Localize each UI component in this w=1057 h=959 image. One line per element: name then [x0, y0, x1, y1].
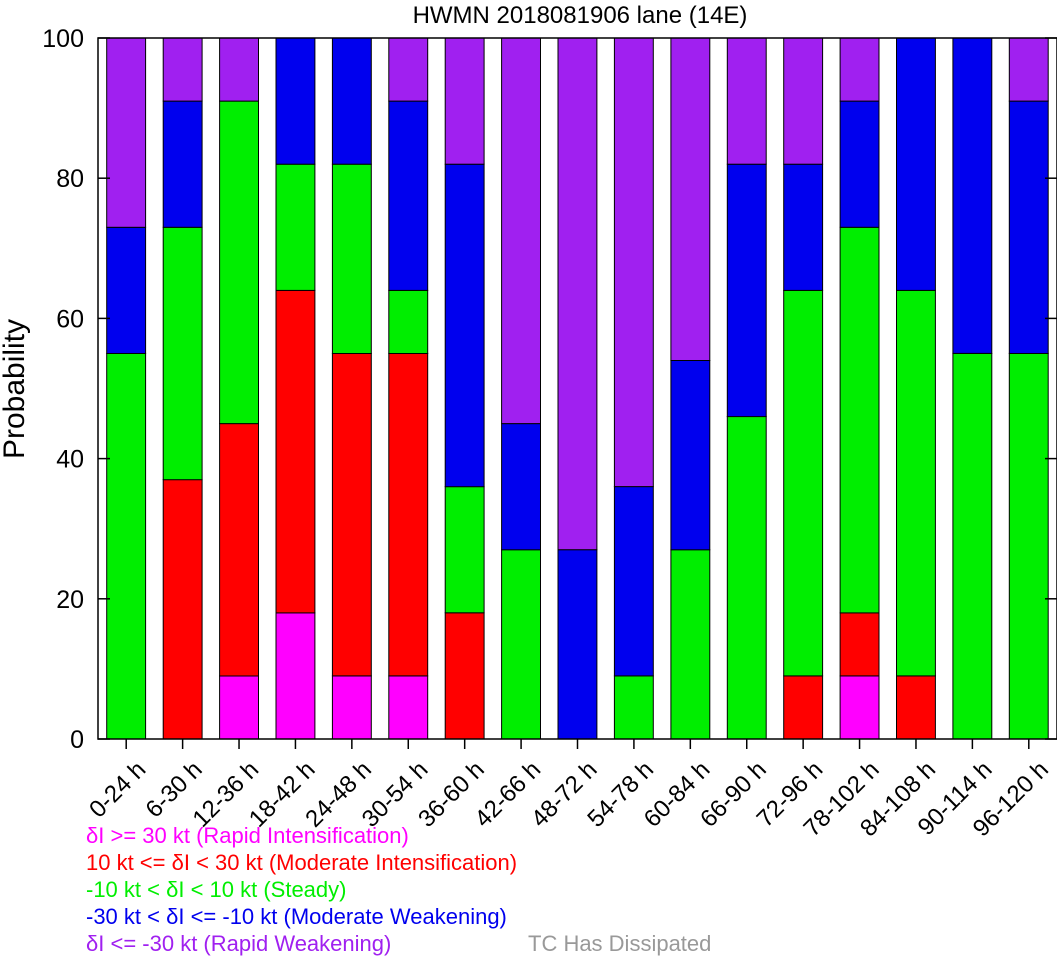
bar-segment-14-1	[896, 675, 936, 740]
bar-segment-5-0	[388, 675, 429, 740]
bar-segment-16-3	[1008, 100, 1049, 354]
bar-segment-3-2	[275, 163, 316, 291]
bar-segment-5-3	[388, 100, 429, 291]
bar-segment-2-1	[219, 423, 260, 677]
legend-rapid-intensification: δI >= 30 kt (Rapid Intensification)	[86, 823, 409, 848]
bar-segment-11-3	[726, 163, 767, 418]
bar-segment-3-1	[275, 289, 316, 614]
y-tick-label-5: 100	[42, 25, 84, 53]
bar-segment-6-3	[444, 163, 485, 488]
bar-segment-8-3	[557, 549, 598, 740]
bar-segment-2-2	[219, 100, 260, 425]
bar-segment-13-3	[839, 100, 880, 228]
bar-segment-4-3	[331, 37, 372, 165]
bar-segment-13-2	[839, 226, 880, 614]
bar-segment-13-1	[839, 612, 880, 677]
bar-segment-11-4	[726, 37, 767, 165]
bar-segment-4-1	[331, 352, 372, 677]
bar-segment-10-3	[670, 360, 711, 551]
bar-segment-3-0	[275, 612, 316, 740]
bar-segment-6-4	[444, 37, 485, 165]
bar-segment-5-1	[388, 352, 429, 677]
bar-segment-1-2	[162, 226, 203, 481]
y-axis-ticks: 0 20 40 60 80 100	[42, 25, 1057, 754]
y-tick-label-0: 0	[70, 726, 84, 754]
x-tick-label-0: 0-24 h	[84, 756, 151, 823]
bar-segment-7-4	[501, 37, 542, 425]
x-axis-ticks: 0-24 h6-30 h12-36 h18-42 h24-48 h30-54 h…	[84, 739, 1054, 842]
y-axis-label: Probability	[0, 319, 31, 459]
bar-segment-1-4	[162, 37, 203, 102]
y-tick-label-1: 20	[56, 586, 84, 614]
bar-segment-0-2	[106, 352, 147, 740]
bar-segment-10-4	[670, 37, 711, 361]
bar-segment-0-4	[106, 37, 147, 228]
bar-segment-7-3	[501, 423, 542, 551]
bar-segment-6-1	[444, 612, 485, 740]
bar-segment-13-0	[839, 675, 880, 740]
bar-segment-1-1	[162, 479, 203, 740]
bar-segment-2-4	[219, 37, 260, 102]
bar-segment-7-2	[501, 549, 542, 740]
bar-segment-16-2	[1008, 352, 1049, 740]
bar-segment-4-2	[331, 163, 372, 354]
bar-segment-12-2	[783, 289, 824, 677]
bar-segment-9-3	[613, 486, 654, 677]
legend-moderate-weakening: -30 kt < δI <= -10 kt (Moderate Weakenin…	[86, 904, 507, 929]
bar-segment-14-3	[896, 37, 936, 291]
bar-segment-12-3	[783, 163, 824, 291]
bar-segment-4-0	[331, 675, 372, 740]
bar-segment-8-4	[557, 37, 598, 551]
bar-segment-3-3	[275, 37, 316, 165]
bar-segment-5-2	[388, 289, 429, 354]
chart-title: HWMN 2018081906 lane (14E)	[413, 2, 748, 29]
bar-segment-14-2	[896, 289, 936, 677]
legend-rapid-weakening: δI <= -30 kt (Rapid Weakening)	[86, 931, 392, 956]
bar-segment-15-3	[952, 37, 993, 354]
bar-segment-16-4	[1008, 37, 1049, 102]
y-tick-label-4: 80	[56, 165, 84, 193]
y-tick-label-3: 60	[56, 305, 84, 333]
bar-segment-9-2	[613, 675, 654, 740]
bar-segment-13-4	[839, 37, 880, 102]
bar-segment-9-4	[613, 37, 654, 488]
bar-segment-10-2	[670, 549, 711, 740]
legend-steady: -10 kt < δI < 10 kt (Steady)	[86, 877, 347, 902]
bar-segment-1-3	[162, 100, 203, 228]
bar-segment-12-1	[783, 675, 824, 740]
bar-segment-6-2	[444, 486, 485, 614]
bars	[106, 37, 1049, 740]
legend-tc-dissipated: TC Has Dissipated	[528, 931, 712, 956]
bar-segment-15-2	[952, 352, 993, 740]
bar-segment-11-2	[726, 416, 767, 740]
y-tick-label-2: 40	[56, 446, 84, 474]
bar-segment-2-0	[219, 675, 260, 740]
bar-segment-5-4	[388, 37, 429, 102]
legend-moderate-intensification: 10 kt <= δI < 30 kt (Moderate Intensific…	[86, 850, 518, 875]
bar-segment-12-4	[783, 37, 824, 165]
bar-segment-0-3	[106, 226, 147, 354]
